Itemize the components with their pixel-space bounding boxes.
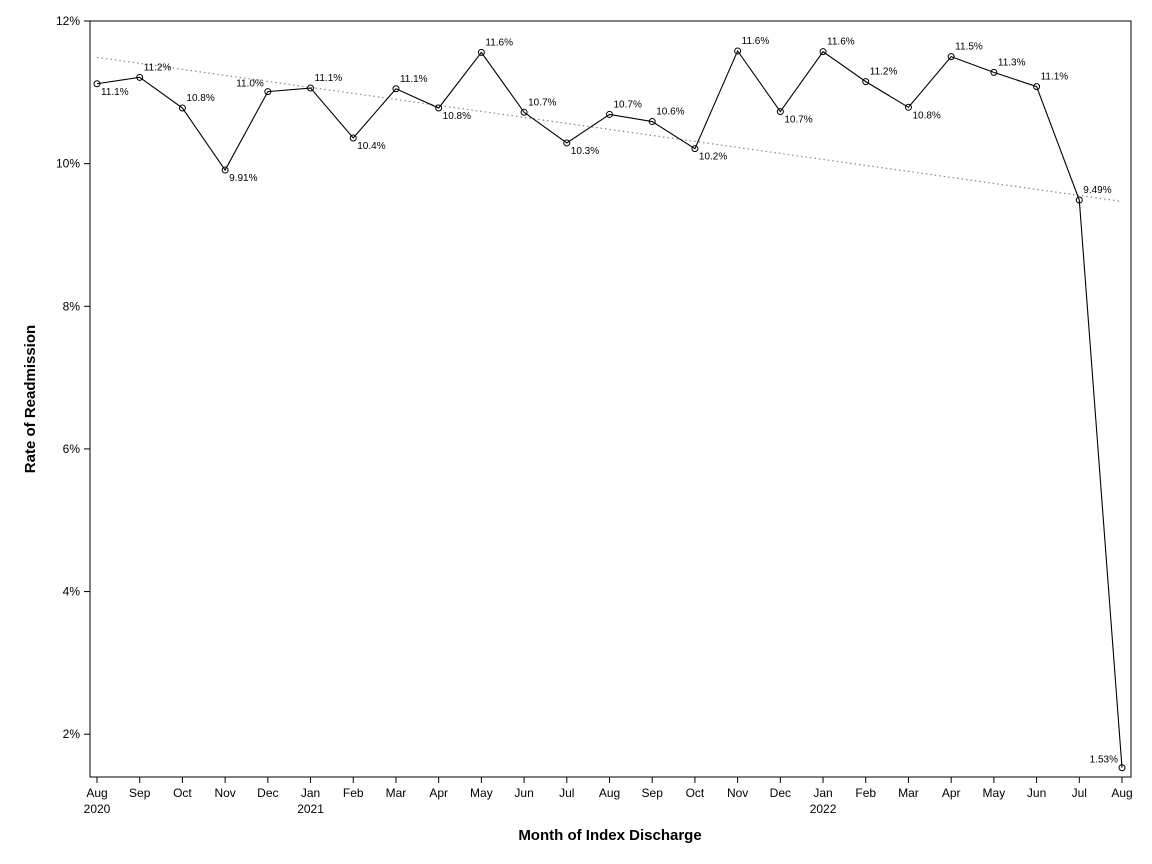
data-label: 10.8% — [443, 111, 471, 122]
x-tick-label: Jan — [301, 786, 320, 800]
x-tick-label: Nov — [214, 786, 235, 800]
x-tick-label: Jun — [1027, 786, 1046, 800]
data-point — [264, 88, 272, 96]
plot-frame — [89, 20, 1132, 778]
data-label: 10.4% — [357, 141, 385, 152]
data-label: 1.53% — [1090, 755, 1118, 766]
series-line — [96, 49, 1123, 768]
data-label: 9.49% — [1083, 185, 1111, 196]
data-label: 10.6% — [656, 107, 684, 118]
data-label: 11.6% — [742, 36, 770, 47]
data-labels: 11.1% 11.2% 10.8% 9.91% 11.0% 11.1% 10.4% 11.1%… — [101, 36, 1118, 766]
x-tick-label: Feb — [855, 786, 876, 800]
data-point — [648, 118, 656, 126]
data-points — [93, 47, 1126, 772]
data-label: 11.6% — [827, 37, 855, 48]
data-label: 11.6% — [485, 37, 513, 48]
y-tick-label: 6% — [63, 442, 81, 456]
x-tick-label: Aug — [1111, 786, 1132, 800]
data-point — [392, 85, 400, 93]
x-tick-label: Nov — [727, 786, 748, 800]
data-point — [734, 47, 742, 55]
x-year-label: 2022 — [810, 802, 837, 816]
x-axis-title: Month of Index Discharge — [518, 827, 701, 844]
trend-line — [96, 56, 1123, 203]
data-label: 11.2% — [144, 62, 172, 73]
x-tick-label: May — [983, 786, 1006, 800]
x-tick-label: Oct — [173, 786, 192, 800]
x-tick-label: Aug — [86, 786, 107, 800]
data-point — [776, 108, 784, 116]
y-tick-label: 2% — [63, 727, 81, 741]
x-tick-label: Jul — [1072, 786, 1087, 800]
x-tick-label: May — [470, 786, 493, 800]
x-tick-label: Apr — [429, 786, 448, 800]
x-tick-label: Sep — [642, 786, 664, 800]
data-label: 10.3% — [571, 146, 599, 157]
x-tick-label: Dec — [257, 786, 278, 800]
x-axis: Aug 2020 Sep Oct Nov Dec Jan 2021 Feb Mar Apr May Ju… — [84, 777, 1133, 816]
data-point — [862, 78, 870, 86]
data-label: 10.8% — [912, 110, 940, 121]
y-tick-label: 10% — [56, 157, 80, 171]
data-point — [1118, 764, 1126, 772]
x-year-label: 2020 — [84, 802, 111, 816]
y-tick-label: 8% — [63, 299, 81, 313]
x-tick-label: Feb — [343, 786, 364, 800]
data-label: 11.2% — [870, 67, 898, 78]
data-point — [349, 134, 357, 142]
data-label: 10.8% — [186, 93, 214, 104]
data-point — [1075, 196, 1083, 204]
data-label: 10.7% — [614, 99, 642, 110]
x-tick-label: Jun — [514, 786, 533, 800]
data-point — [947, 53, 955, 61]
x-tick-label: Jan — [813, 786, 832, 800]
data-point — [307, 84, 315, 92]
data-point — [435, 104, 443, 112]
data-label: 11.1% — [400, 74, 428, 85]
data-point — [990, 68, 998, 76]
y-tick-label: 12% — [56, 14, 80, 28]
x-tick-label: Jul — [559, 786, 574, 800]
data-label: 11.5% — [955, 42, 983, 53]
x-year-label: 2021 — [297, 802, 324, 816]
y-axis: 2% 4% 6% 8% 10% 12% — [56, 14, 90, 741]
data-label: 11.3% — [998, 57, 1026, 68]
x-tick-label: Mar — [898, 786, 919, 800]
data-point — [221, 166, 229, 174]
data-point — [178, 104, 186, 112]
data-point — [606, 110, 613, 118]
x-tick-label: Apr — [942, 786, 961, 800]
data-point — [563, 139, 571, 147]
x-tick-label: Aug — [599, 786, 620, 800]
x-tick-label: Sep — [129, 786, 151, 800]
y-tick-label: 4% — [63, 585, 81, 599]
data-point — [819, 48, 827, 56]
x-tick-label: Dec — [770, 786, 791, 800]
x-tick-label: Mar — [386, 786, 407, 800]
data-point — [477, 48, 485, 56]
data-point — [93, 80, 101, 88]
data-label: 10.2% — [699, 152, 727, 163]
data-point — [136, 73, 144, 81]
data-label: 9.91% — [229, 173, 257, 184]
data-point — [1033, 83, 1041, 91]
data-point — [520, 108, 528, 116]
data-label: 11.0% — [236, 79, 264, 90]
data-label: 11.1% — [315, 73, 343, 84]
data-label: 10.7% — [528, 97, 556, 108]
data-point — [691, 145, 699, 153]
data-point — [904, 103, 912, 111]
x-tick-label: Oct — [686, 786, 705, 800]
data-label: 11.1% — [101, 87, 129, 98]
data-label: 11.1% — [1041, 72, 1069, 83]
data-label: 10.7% — [784, 115, 812, 126]
y-axis-title: Rate of Readmission — [22, 325, 39, 473]
